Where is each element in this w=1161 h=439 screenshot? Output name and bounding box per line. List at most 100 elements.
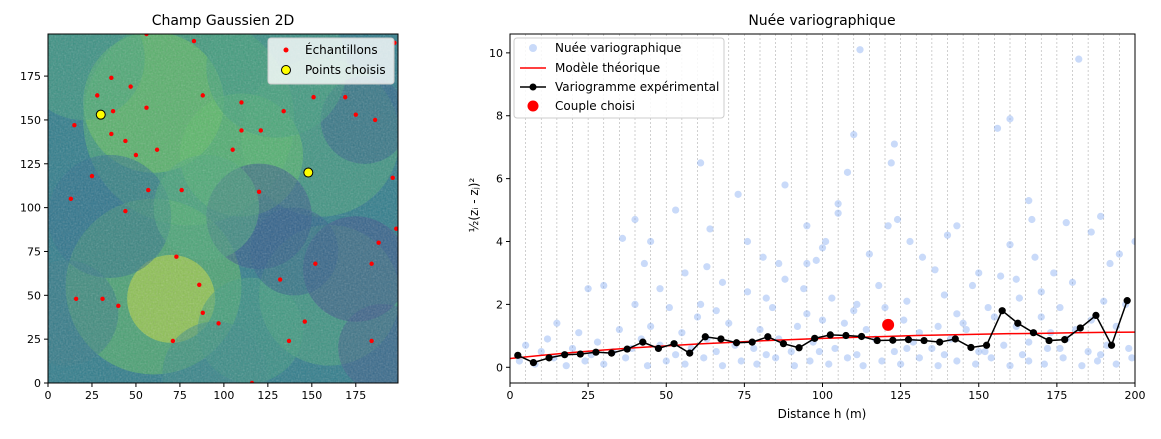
heatmap-title: Champ Gaussien 2D [152,13,295,29]
cloud-point [693,313,702,321]
sample-point [239,128,244,133]
cloud-point [856,46,864,54]
experimental-point [1045,336,1053,345]
cloud-point [756,325,764,334]
cloud-point [759,253,767,261]
x-tick-label: 100 [812,389,833,402]
experimental-point [936,338,944,346]
cloud-point [1131,237,1135,246]
cloud-point [906,237,914,246]
cloud-point [743,288,752,296]
cloud-point [575,329,583,337]
cloud-point [768,303,777,312]
cloud-point [862,325,870,334]
cloud-point [1025,197,1033,205]
y-tick-label: 8 [496,110,503,123]
sample-point [256,189,262,195]
sample-point [170,338,176,344]
cloud-point [712,347,720,356]
x-tick-label: 125 [890,389,911,402]
sample-point [200,93,205,98]
sample-points [68,34,398,383]
cloud-point [762,351,770,359]
cloud-point [665,303,673,312]
x-tick-label: 25 [85,389,99,402]
experimental-point [670,340,678,348]
experimental-point [826,331,834,339]
experimental-point [764,333,772,341]
cloud-point [647,237,655,246]
cloud-point [643,362,652,370]
cloud-point [972,360,980,368]
cloud-point [522,341,530,349]
y-tick-label: 150 [20,114,41,127]
x-tick-label: 75 [173,389,187,402]
sample-point [372,117,378,123]
experimental-point [748,338,756,346]
cloud-point [1106,259,1114,268]
experimental-point [779,340,788,348]
cloud-point [1128,354,1135,362]
legend-chosen-label: Points choisis [305,63,386,77]
sample-point [174,254,179,259]
cloud-point [1068,278,1077,286]
cloud-point [750,344,758,353]
sample-point [281,108,286,114]
x-tick-label: 175 [1046,389,1067,402]
x-tick-label: 200 [1125,389,1146,402]
cloud-point [818,316,827,324]
variogram-legend: Nuée variographique Modèle théorique Var… [513,37,725,119]
cloud-point [1037,288,1045,296]
cloud-point [828,294,836,302]
cloud-point [581,357,589,365]
sample-point [200,310,205,316]
experimental-point [795,344,803,352]
sample-point [249,380,255,383]
cloud-point [934,362,942,370]
experimental-variogram-markers [514,297,1131,367]
experimental-point [904,336,913,344]
experimental-point [920,336,928,345]
heatmap-panel: Champ Gaussien 2D 0 25 50 75 100 125 150 175 0 25… [20,13,399,402]
sample-point [109,131,114,137]
experimental-point [842,331,850,340]
y-tick-label: 10 [489,47,503,60]
cloud-point [1043,344,1052,353]
experimental-point [529,358,538,367]
y-tick-label: 25 [27,333,41,346]
cloud-point [953,222,961,230]
cloud-point [843,354,852,362]
cloud-point [803,222,811,230]
experimental-point [732,339,741,347]
y-tick-label: 100 [20,202,41,215]
cloud-point [812,256,820,264]
cloud-point [959,319,967,327]
cloud-point [672,206,680,214]
cloud-point [990,313,998,321]
field-image [48,34,398,383]
cloud-point [968,281,977,290]
x-tick-label: 125 [257,389,278,402]
cloud-point [618,234,627,242]
sample-point [277,277,283,282]
cloud-point [631,300,639,308]
cloud-point [772,354,780,362]
x-tick-label: 0 [507,389,514,402]
y-tick-label: 2 [496,298,503,311]
cloud-point [662,357,670,365]
cloud-point [800,285,808,293]
cloud-point [600,281,608,290]
cloud-point [881,303,889,312]
variogram-panel: Nuée variographique 0 25 50 75 100 125 150 175 2… [467,13,1146,421]
legend-experimental-marker [529,83,537,91]
experimental-point [967,343,975,352]
cloud-point [893,215,902,224]
cloud-point [928,344,936,353]
cloud-point [1050,269,1058,277]
sample-point [369,338,374,344]
cloud-point [1015,294,1023,302]
sample-point [230,147,235,152]
cloud-point [915,329,923,337]
sample-point [95,93,100,98]
experimental-point [1061,336,1069,344]
